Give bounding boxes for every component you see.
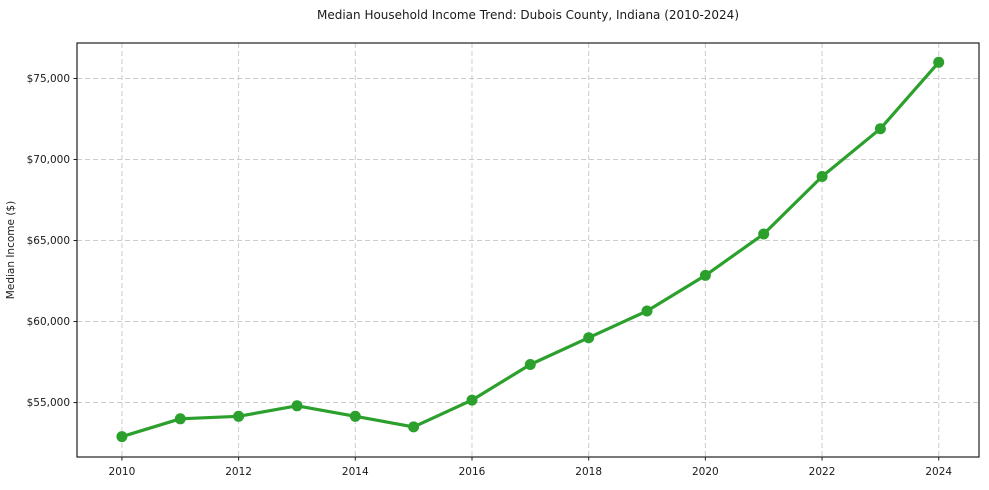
data-point-2022 bbox=[816, 171, 828, 182]
y-tick-label: $60,000 bbox=[27, 316, 70, 328]
x-tick-label: 2020 bbox=[692, 466, 719, 478]
x-tick-label: 2012 bbox=[225, 466, 252, 478]
data-point-2015 bbox=[408, 421, 420, 433]
data-point-2020 bbox=[699, 269, 711, 281]
y-tick-label: $55,000 bbox=[27, 397, 70, 409]
chart-title: Median Household Income Trend: Dubois Co… bbox=[317, 8, 739, 22]
income-trend-line bbox=[120, 60, 941, 439]
data-point-2010 bbox=[116, 431, 128, 443]
data-point-2019 bbox=[641, 305, 653, 317]
data-point-2016 bbox=[466, 394, 478, 406]
x-tick-label: 2014 bbox=[342, 466, 369, 478]
data-point-2021 bbox=[758, 228, 770, 240]
data-point-2024 bbox=[933, 56, 945, 68]
x-tick-label: 2016 bbox=[459, 466, 486, 478]
data-point-2018 bbox=[583, 332, 595, 344]
x-tick-label: 2022 bbox=[809, 466, 836, 478]
y-tick-label: $75,000 bbox=[27, 73, 70, 85]
data-point-2013 bbox=[291, 400, 303, 412]
x-tick-label: 2010 bbox=[109, 466, 136, 478]
y-tick-label: $70,000 bbox=[27, 154, 70, 166]
data-point-2014 bbox=[349, 410, 361, 422]
grid-layer bbox=[77, 43, 979, 457]
data-point-2011 bbox=[174, 413, 186, 425]
x-tick-label: 2018 bbox=[575, 466, 602, 478]
data-point-2017 bbox=[524, 359, 536, 370]
y-axis-label: Median Income ($) bbox=[5, 201, 17, 299]
data-point-2012 bbox=[233, 410, 245, 422]
axis-ticks: $55,000 $60,000 $65,000 $70,000 $75,000 2010 2… bbox=[27, 73, 953, 478]
y-tick-label: $65,000 bbox=[27, 235, 70, 247]
data-point-2023 bbox=[874, 123, 886, 135]
x-tick-label: 2024 bbox=[925, 466, 952, 478]
series-layer bbox=[116, 56, 945, 443]
plot-border bbox=[76, 42, 980, 458]
